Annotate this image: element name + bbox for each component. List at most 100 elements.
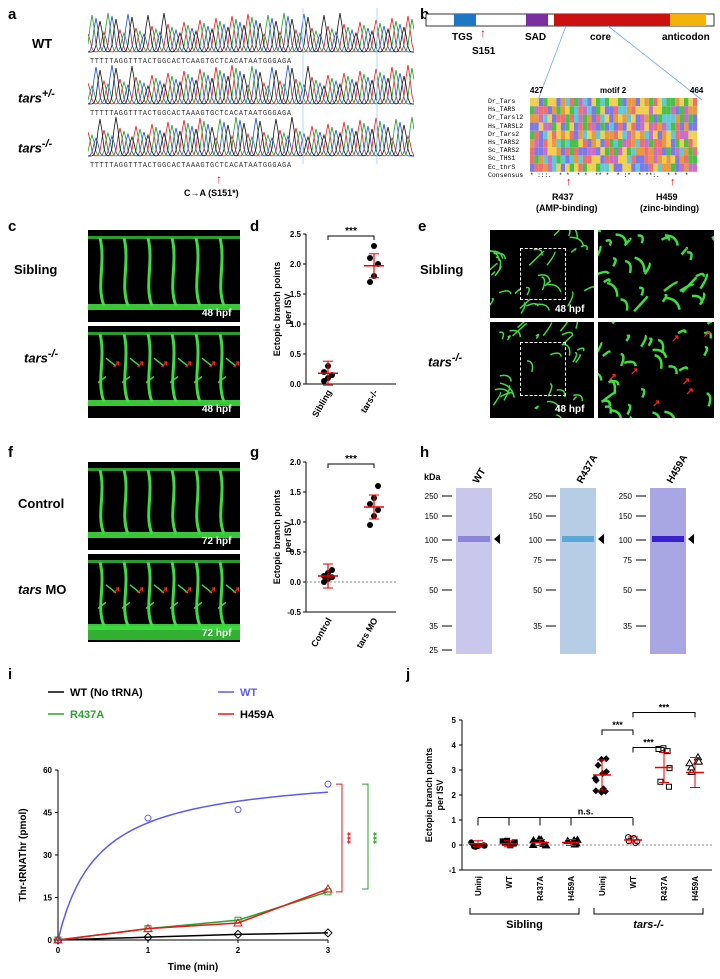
alignment-cell [604,114,610,123]
alignment-cell [679,155,684,164]
brain-vessel [626,403,632,416]
alignment-cell [530,147,535,156]
alignment-cell [670,139,676,148]
alignment-cell [626,106,632,115]
group-bracket [469,908,580,915]
brain-vessel [509,329,522,338]
lane-label: WT [471,467,488,486]
domain-core: core [590,32,612,43]
y-tick-label: 0.5 [290,548,302,557]
alignment-cell [591,106,596,115]
brain-vessel [647,337,653,347]
brain-vessel [680,246,689,256]
isv-vessel [146,561,154,627]
brain-vessel [512,322,528,337]
mw-label: 50 [623,586,632,595]
ectopic-branch [121,584,141,609]
dorsal-aorta [88,532,240,538]
data-point [665,783,672,790]
alignment-cell [556,98,561,107]
alignment-cell [530,114,535,123]
alignment-cell [530,139,535,148]
alignment-cell [596,122,601,131]
brain-vessel [615,233,628,245]
alignment-cell [582,147,588,156]
brain-vessel [706,392,712,407]
alignment-cell [670,163,676,172]
alignment-cell [538,155,544,164]
trace [88,64,414,105]
data-point [367,255,373,261]
alignment-cell [657,147,662,156]
y-tick-label: 1.0 [290,320,302,329]
brain-vessel [525,286,530,296]
sig-label: *** [345,226,357,237]
gel-lane [650,488,686,654]
brain-vessel [525,302,539,307]
data-point [657,778,664,785]
alignment-cell [635,163,640,172]
alignment-cell [534,114,539,123]
alignment-cell [565,139,570,148]
s151-arrow: ↑ [480,26,486,40]
alignment-cell [552,147,557,156]
alignment-cell [556,122,561,131]
mw-label: 75 [533,556,542,565]
alignment-cell [591,122,596,131]
brain-vessel [561,334,574,346]
brain-vessel [546,251,556,266]
data-point [528,840,538,848]
data-point [234,806,242,814]
alignment-cell [635,155,640,164]
y-axis-label-2: per ISV [283,521,293,552]
alignment-cell [547,98,552,107]
alignment-cell [684,147,689,156]
x-tick-label: 2 [236,946,241,955]
panel-f-letter: f [8,444,13,461]
mw-label: 150 [619,512,633,521]
alignment-cell [688,163,693,172]
alignment-cell [556,114,561,123]
mw-label: 75 [623,556,632,565]
alignment-cell [552,130,557,139]
alignment-cell [547,114,552,123]
y-tick-label: 2.0 [290,458,302,467]
alignment-cell [534,106,539,115]
alignment-cell [675,114,680,123]
trace [88,117,414,157]
x-category-label: tars-/- [359,388,380,415]
brain-vessel [547,382,553,397]
brain-vessel [569,236,585,247]
mw-label: 35 [623,622,632,631]
brain-vessel [590,229,601,236]
alignment-cell [604,122,610,131]
alignment-cell [626,130,632,139]
alignment-cell [530,122,535,131]
dlav [88,236,240,239]
isv-vessel [194,469,202,535]
alignment-cell [574,98,579,107]
y-tick-label: -1 [449,866,457,875]
red-arrow: ↗ [136,586,144,597]
brain-vessel [546,400,560,411]
alignment-cell [600,98,605,107]
alignment-cell [600,139,605,148]
legend-label: WT (No tRNA) [70,687,143,699]
data-point [594,761,602,769]
alignment-cell [653,155,658,164]
alignment-cell [613,163,618,172]
gel-lane [560,488,596,654]
alignment-cell [609,106,614,115]
alignment-cell [679,122,684,131]
alignment-cell [530,130,535,139]
data-point [375,483,381,489]
brain-vessel [572,396,577,401]
alignment-cell [626,114,632,123]
alignment-cell [530,98,535,107]
red-arrow: ↗ [682,376,690,387]
alignment-cell [684,139,689,148]
trace [88,116,414,157]
alignment-cell [679,114,684,123]
r437-arrow: ↑ [566,176,572,188]
x-category-label: Control [309,616,334,649]
